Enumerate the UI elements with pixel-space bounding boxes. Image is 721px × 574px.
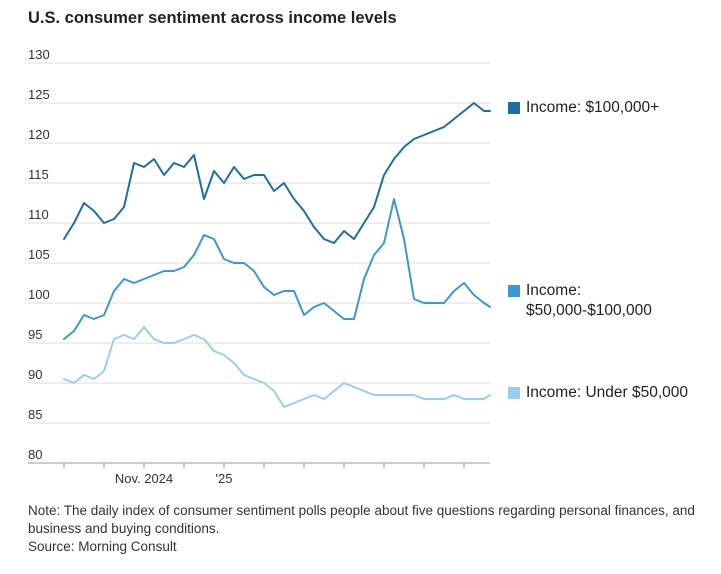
legend-item-mid-income: Income: $50,000-$100,000: [508, 281, 661, 321]
footer-source: Source: Morning Consult: [28, 539, 177, 554]
chart-title: U.S. consumer sentiment across income le…: [28, 9, 397, 27]
legend-label-low-income: Income: Under $50,000: [526, 384, 688, 401]
line-chart: 80 85 90 95 100 105 110 115 120 125 130 Nov. 2024 '…: [28, 47, 491, 486]
y-tick-label: 80: [28, 447, 42, 462]
y-tick-label: 105: [28, 247, 50, 262]
legend-swatch-high-income: [508, 102, 520, 114]
legend-label-high-income: Income: $100,000+: [526, 99, 660, 116]
y-tick-label: 85: [28, 407, 42, 422]
legend-item-low-income: Income: Under $50,000: [508, 383, 696, 403]
gridlines: [28, 62, 490, 464]
series-line-mid-income: [63, 198, 491, 340]
footer-note: Note: The daily index of consumer sentim…: [28, 503, 695, 536]
legend-item-high-income: Income: $100,000+: [508, 98, 696, 118]
y-tick-label: 130: [28, 47, 50, 62]
y-tick-label: 115: [28, 167, 49, 182]
y-tick-label: 125: [28, 87, 50, 102]
series-lines: [63, 102, 491, 408]
y-tick-label: 120: [28, 127, 50, 142]
series-line-low-income: [63, 326, 491, 408]
chart-footer: Note: The daily index of consumer sentim…: [28, 502, 698, 556]
x-tick-label: '25: [216, 471, 233, 486]
x-tick-label: Nov. 2024: [115, 471, 173, 486]
y-tick-label: 110: [28, 207, 49, 222]
x-axis: Nov. 2024 '25: [63, 463, 465, 486]
series-line-high-income: [63, 102, 491, 244]
legend-swatch-mid-income: [508, 285, 520, 297]
y-tick-label: 100: [28, 287, 50, 302]
legend-swatch-low-income: [508, 387, 520, 399]
y-axis-tick-labels: 80 85 90 95 100 105 110 115 120 125 130: [28, 47, 50, 462]
y-tick-label: 90: [28, 367, 42, 382]
y-tick-label: 95: [28, 327, 42, 342]
legend-label-mid-income: Income: $50,000-$100,000: [526, 282, 652, 319]
